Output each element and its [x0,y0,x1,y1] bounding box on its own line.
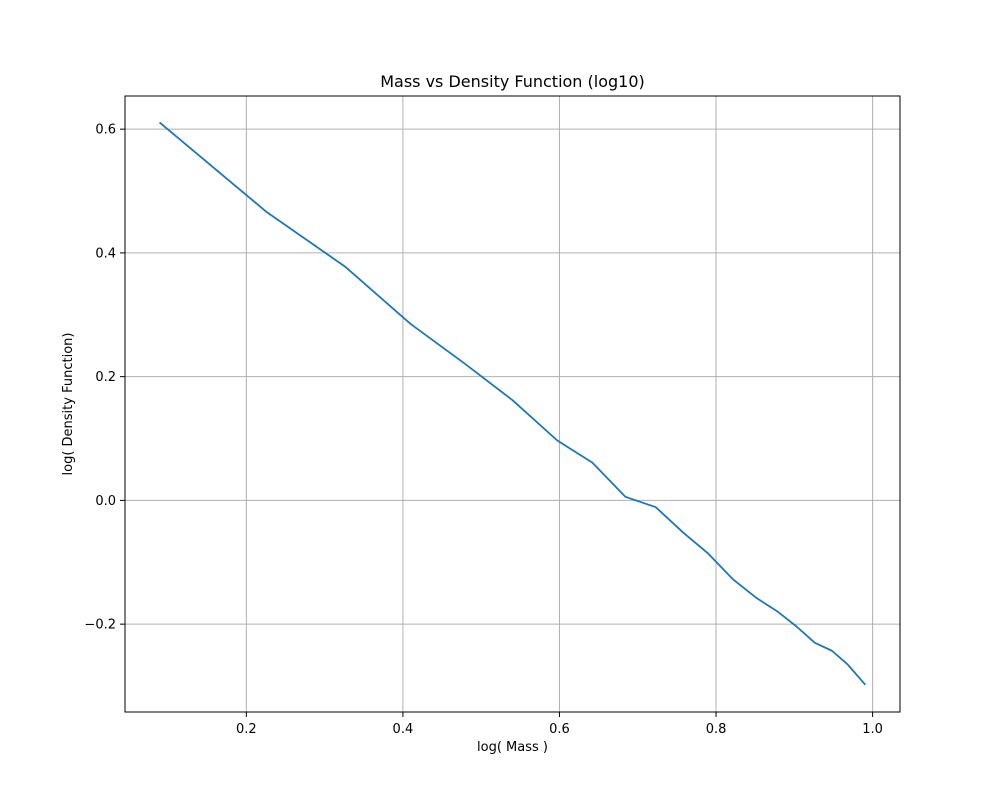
x-tick-label: 0.6 [549,722,570,737]
y-tick-label: 0.6 [95,123,116,138]
chart-title: Mass vs Density Function (log10) [380,72,645,91]
x-axis-label: log( Mass ) [477,740,548,755]
series-line-0 [158,121,867,686]
y-tick-label: 0.2 [95,370,116,385]
x-tick-label: 0.2 [236,722,257,737]
grid-layer [125,96,900,712]
x-tick-label: 0.8 [706,722,727,737]
y-tick-label: −0.2 [84,618,116,633]
y-tick-label: 0.0 [95,494,116,509]
x-axis-ticks: 0.2 0.4 0.6 0.8 1.0 [236,712,883,737]
x-tick-label: 1.0 [862,722,883,737]
y-axis-ticks: −0.2 0.0 0.2 0.4 0.6 [84,123,125,633]
x-tick-label: 0.4 [393,722,414,737]
series-layer [158,121,867,686]
y-tick-label: 0.4 [95,246,116,261]
plot-frame [124,95,901,713]
y-axis-label: log( Density Function) [61,333,76,476]
